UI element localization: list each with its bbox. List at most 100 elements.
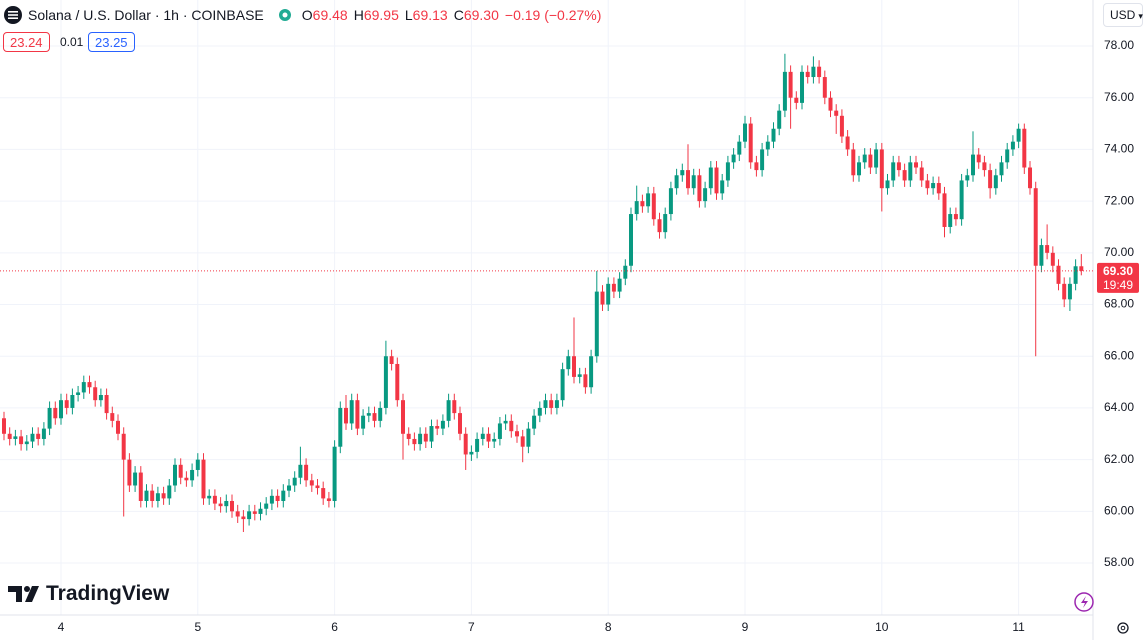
candle-body — [440, 420, 445, 429]
candle-body — [566, 356, 571, 370]
candle-body — [623, 265, 628, 279]
candle-body — [492, 438, 497, 442]
candle-body — [406, 433, 411, 439]
candle-body — [224, 500, 229, 507]
sell-button[interactable]: 23.24 — [3, 32, 50, 52]
brand-name: TradingView — [46, 582, 170, 605]
candle-body — [87, 382, 92, 388]
candle-body — [47, 407, 52, 429]
grid — [0, 0, 1093, 615]
candle-body — [58, 400, 63, 419]
candle-body — [412, 438, 417, 445]
candle-body — [1067, 283, 1072, 300]
candle-body — [401, 400, 405, 434]
candle-body — [184, 477, 189, 481]
candle-body — [919, 167, 924, 181]
candle-body — [190, 469, 195, 481]
close-value: 69.30 — [463, 7, 499, 23]
candle-body — [839, 115, 844, 137]
candle-body — [127, 459, 132, 486]
candle-body — [896, 162, 901, 171]
symbol[interactable]: Solana / U.S. Dollar · 1h · COINBASE — [28, 7, 264, 23]
candle-body — [1016, 128, 1021, 142]
buy-button[interactable]: 23.25 — [88, 32, 135, 52]
alert-icon[interactable] — [1074, 592, 1094, 612]
x-tick-label: 10 — [875, 620, 889, 634]
candle-body — [874, 149, 879, 168]
candle-body — [577, 374, 582, 377]
candle-body — [458, 413, 462, 434]
dropdown-arrow: ▾ — [1138, 11, 1143, 21]
candle-body — [611, 283, 616, 292]
last-price-box — [1097, 262, 1139, 293]
currency: USD — [1110, 8, 1136, 22]
candle-body — [361, 415, 366, 429]
candle-body — [731, 154, 736, 163]
change: −0.19 (−0.27%) — [504, 7, 602, 23]
candle-body — [1073, 266, 1078, 284]
candle-body — [372, 413, 377, 421]
candle-body — [743, 123, 748, 142]
candle-body — [309, 480, 314, 486]
alert-circle — [1074, 592, 1094, 612]
candle-body — [1033, 188, 1038, 266]
candle-body — [691, 175, 696, 189]
symbol-icon — [4, 6, 22, 24]
candle-body — [70, 395, 75, 408]
x-tick-label: 11 — [1012, 620, 1025, 634]
candle-body — [771, 128, 776, 142]
candle-body — [902, 170, 907, 181]
candle-body — [144, 490, 149, 501]
currency-button[interactable]: USD ▾ — [1103, 3, 1143, 27]
candle-body — [936, 183, 941, 194]
candle-body — [218, 503, 223, 507]
candle-body — [247, 511, 252, 520]
candle-body — [845, 136, 850, 150]
candle-body — [338, 407, 343, 447]
candle-body — [1056, 265, 1061, 284]
candle-body — [287, 485, 291, 491]
candle-body — [1005, 149, 1010, 163]
settings-icon[interactable] — [1117, 622, 1129, 634]
countdown: 19:49 — [1103, 278, 1133, 292]
candle-body — [195, 459, 200, 470]
candle-body — [161, 493, 166, 499]
low-value: 69.13 — [412, 7, 448, 23]
candle-body — [383, 356, 388, 408]
candle-body — [76, 392, 81, 396]
candle-body — [258, 508, 263, 514]
y-tick-label: 62.00 — [1104, 452, 1134, 466]
y-tick-label: 72.00 — [1104, 193, 1134, 207]
y-tick-label: 60.00 — [1104, 504, 1134, 518]
candle-body — [230, 500, 234, 512]
candle-body — [201, 459, 206, 499]
y-tick-label: 74.00 — [1104, 142, 1134, 156]
candle-body — [469, 451, 474, 455]
candle-body — [583, 374, 588, 388]
candle-body — [378, 407, 383, 421]
candle-body — [572, 356, 576, 377]
candle-body — [988, 170, 993, 189]
status-dot — [278, 9, 291, 21]
candle-body — [800, 71, 805, 103]
y-tick-label: 78.00 — [1104, 38, 1134, 52]
candle-body — [1062, 283, 1067, 300]
candle-body — [885, 180, 890, 189]
candle-body — [1022, 128, 1027, 168]
candle-body — [81, 382, 86, 393]
candle-body — [104, 395, 109, 414]
candle-body — [822, 77, 827, 98]
candle-body — [1050, 252, 1055, 266]
candle-body — [703, 188, 708, 202]
candle-body — [423, 433, 428, 442]
candle-body — [857, 162, 862, 176]
candle-body — [589, 356, 594, 388]
candle-body — [395, 363, 400, 401]
candle-body — [19, 436, 24, 445]
candle-body — [697, 175, 702, 202]
candle-body — [1028, 167, 1033, 189]
x-tick-label: 7 — [468, 620, 475, 634]
x-tick-label: 8 — [605, 620, 612, 634]
candle-body — [138, 472, 143, 501]
candle-body — [115, 420, 120, 434]
